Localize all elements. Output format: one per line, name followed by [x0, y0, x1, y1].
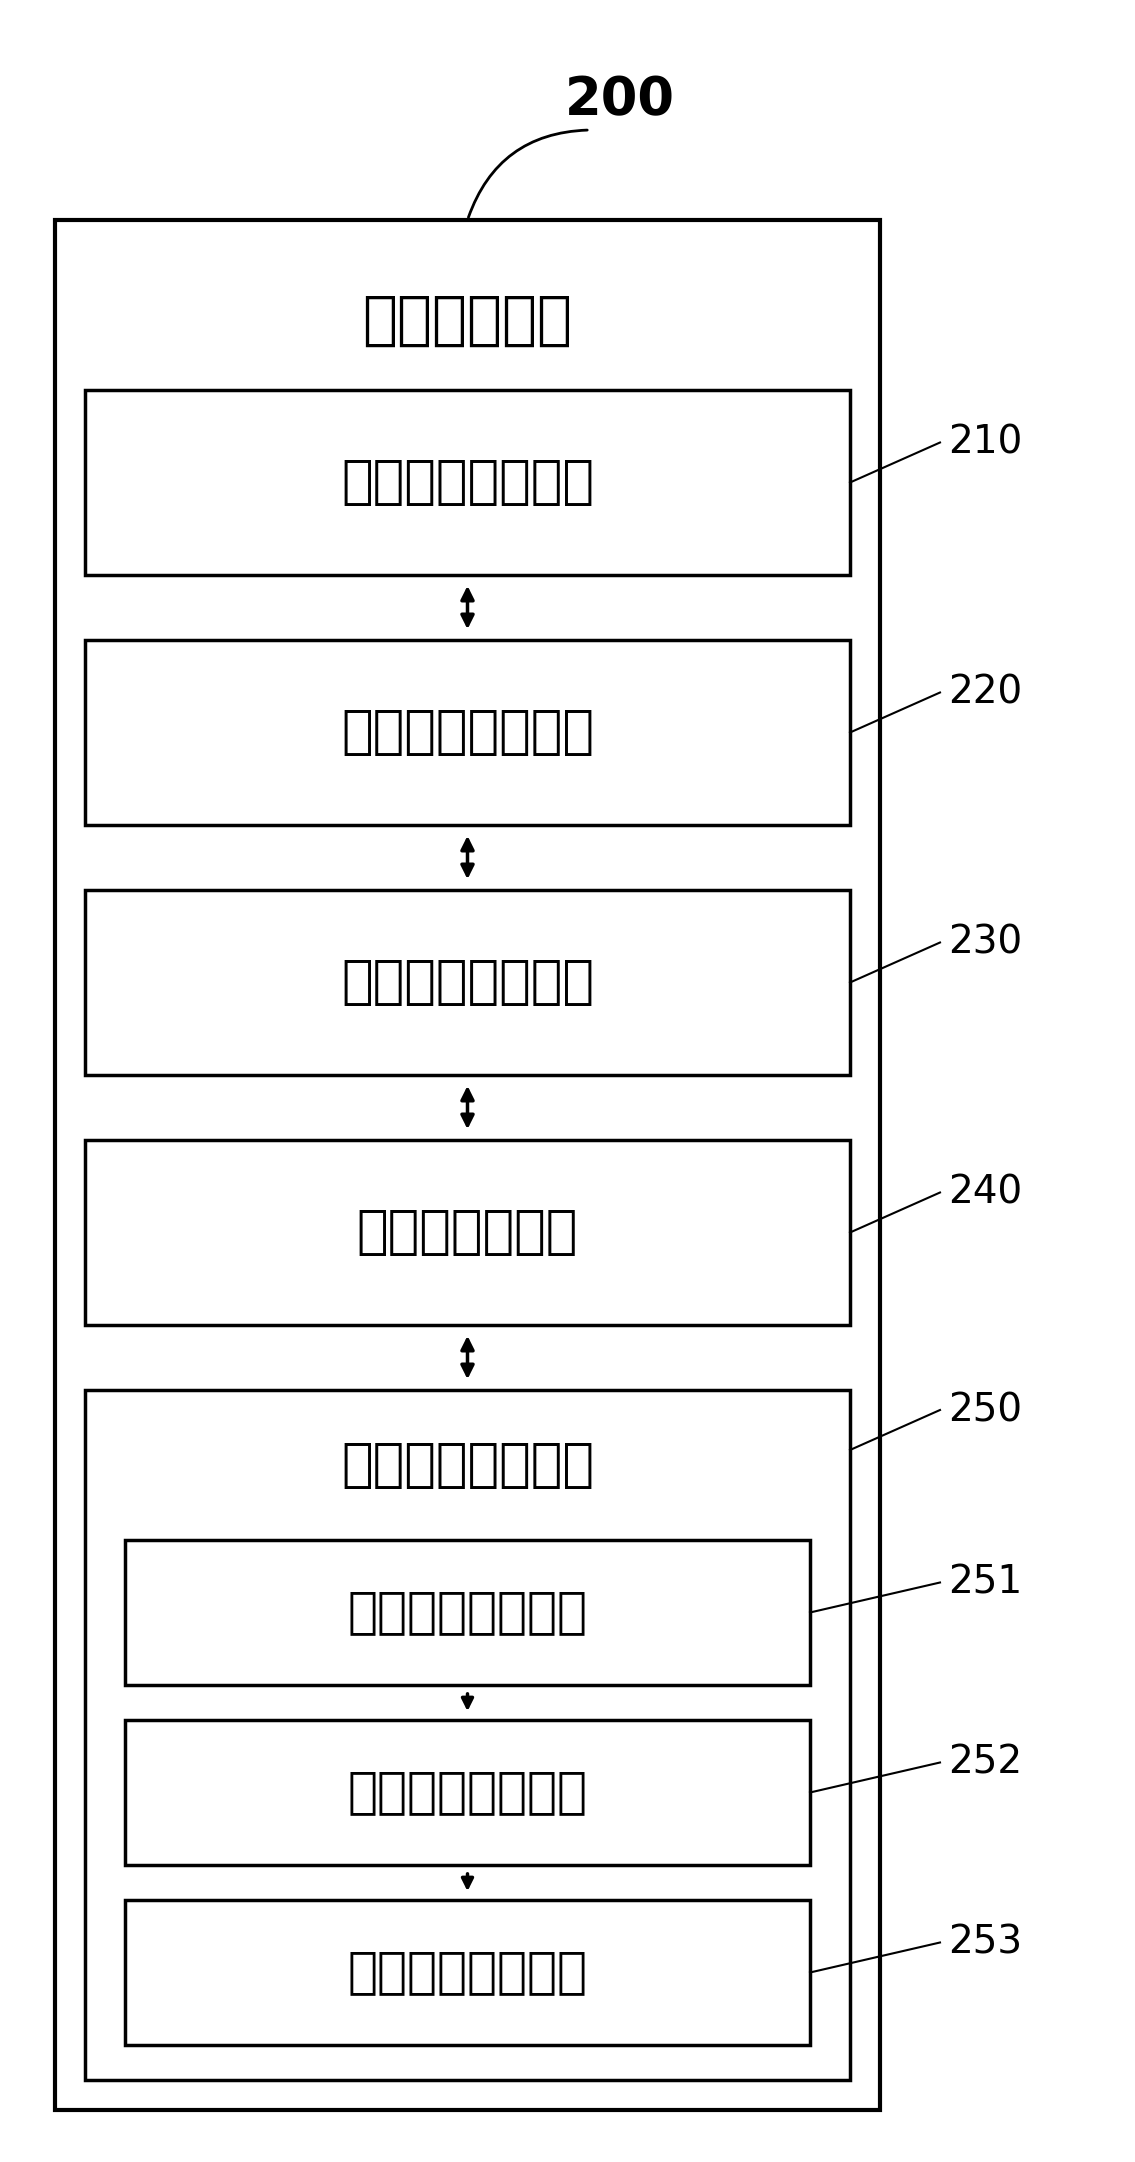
Bar	[125, 1539, 810, 1684]
Text: 全局路线计算模块: 全局路线计算模块	[340, 956, 594, 1007]
Text: 路线规划装置: 路线规划装置	[362, 292, 572, 348]
Text: 250: 250	[948, 1390, 1023, 1429]
Text: 初始位姿获取模块: 初始位姿获取模块	[340, 456, 594, 508]
Text: 210: 210	[948, 424, 1023, 461]
Text: 220: 220	[948, 675, 1023, 711]
Bar	[85, 389, 850, 575]
Bar	[125, 1900, 810, 2045]
Text: 环境模型更新单元: 环境模型更新单元	[347, 1948, 588, 1996]
Text: 252: 252	[948, 1743, 1023, 1781]
Text: 局部路径计算单元: 局部路径计算单元	[347, 1769, 588, 1816]
Text: 环境模型建立单元: 环境模型建立单元	[347, 1589, 588, 1637]
Bar	[85, 891, 850, 1075]
Bar	[85, 1390, 850, 2080]
Text: 障碍物探测模块: 障碍物探测模块	[356, 1206, 578, 1258]
Bar	[85, 640, 850, 826]
Text: 251: 251	[948, 1563, 1023, 1602]
Text: 230: 230	[948, 923, 1023, 962]
Text: 避障路线规划模块: 避障路线规划模块	[340, 1440, 594, 1492]
Bar	[85, 1139, 850, 1325]
Bar	[125, 1721, 810, 1866]
Text: 240: 240	[948, 1174, 1023, 1211]
Text: 200: 200	[565, 74, 675, 125]
Bar	[54, 221, 880, 2110]
Text: 253: 253	[948, 1924, 1023, 1961]
Text: 先验地图创建模块: 先验地图创建模块	[340, 707, 594, 759]
